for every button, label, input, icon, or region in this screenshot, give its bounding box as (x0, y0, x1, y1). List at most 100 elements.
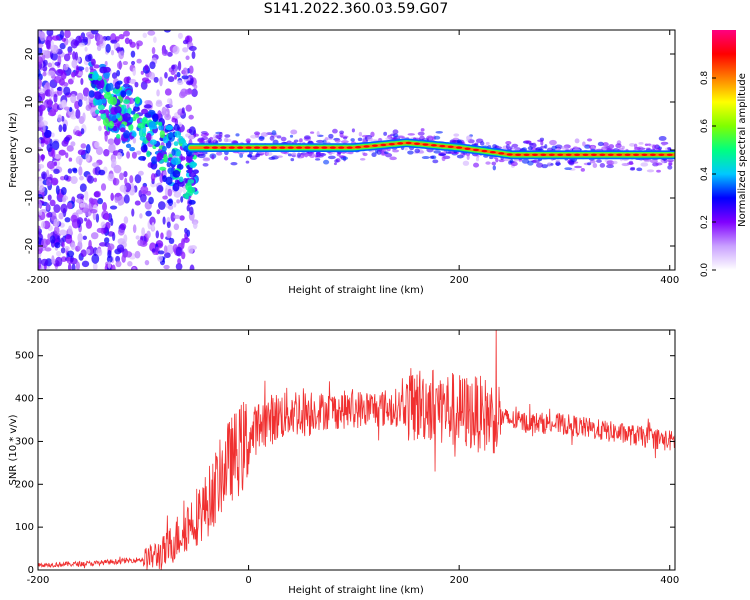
spectrogram-peak (279, 146, 286, 149)
spectrogram-cell (133, 105, 140, 112)
spectrogram-peak (523, 153, 530, 156)
spectrogram-cell (191, 51, 196, 60)
spectrogram-cell (122, 112, 131, 122)
spectrogram-cell (86, 218, 91, 226)
spectrogram-cell (156, 153, 161, 162)
spectrogram-cell (144, 260, 150, 266)
spectrogram-cell (38, 194, 43, 199)
spectrogram-cell (316, 139, 324, 144)
spectrogram-cell (120, 90, 127, 98)
snr-background (38, 330, 675, 570)
spectrogram-cell (187, 245, 194, 254)
spectrogram-cell (249, 155, 258, 161)
x-tick-label: -200 (27, 575, 50, 586)
spectrogram-cell (61, 241, 65, 248)
spectrogram-cell (67, 225, 73, 236)
spectrogram-cell (104, 213, 110, 221)
spectrogram-cell (38, 95, 43, 103)
spectrogram-cell (502, 158, 510, 162)
spectrogram-peak (422, 143, 429, 146)
spectrogram-cell (103, 149, 110, 157)
spectrogram-cell (640, 162, 649, 167)
spectrogram-cell (151, 156, 158, 165)
spectrogram-cell (118, 34, 125, 40)
spectrogram-cell (63, 246, 70, 251)
spectrogram-cell (53, 218, 60, 228)
spectrogram-cell (59, 30, 65, 40)
spectrogram-cell (606, 160, 615, 166)
colorbar-label: Normalized spectral amplitude (737, 73, 748, 227)
spectrogram-cell (152, 113, 159, 123)
spectrogram-cell (156, 184, 164, 193)
spectrogram-cell (532, 159, 540, 164)
spectrogram-cell (151, 47, 156, 55)
spectrogram-cell (146, 150, 151, 158)
spectrogram-cell (76, 92, 84, 102)
spectrogram-cell (38, 43, 44, 48)
spectrogram-cell (94, 91, 102, 100)
spectrogram-peak (329, 146, 336, 149)
spectrogram-cell (83, 95, 88, 101)
spectrogram-cell (134, 96, 141, 105)
spectrogram-cell (50, 40, 55, 51)
spectrogram-cell (114, 105, 122, 115)
spectrogram-cell (85, 66, 89, 73)
spectrogram-cell (52, 140, 60, 151)
spectrogram-cell (383, 151, 389, 154)
spectrogram-cell (182, 39, 189, 45)
spectrogram-cell (38, 225, 41, 231)
spectrogram-cell (188, 199, 196, 205)
spectrogram-cell (38, 236, 42, 246)
spectrogram-cell (78, 99, 83, 107)
spectrogram-cell (54, 75, 62, 84)
figure-title: S141.2022.360.03.59.G07 (263, 1, 449, 17)
spectrogram-cell (185, 154, 193, 164)
spectrogram-cell (136, 150, 142, 155)
spectrogram-peak (254, 146, 261, 149)
spectrogram-cell (55, 256, 63, 267)
spectrogram-cell (536, 162, 544, 168)
spectrogram-cell (131, 151, 137, 159)
spectrogram-cell (91, 253, 100, 264)
spectrogram-cell (247, 154, 252, 158)
spectrogram-cell (75, 130, 82, 137)
spectrogram-cell (255, 153, 261, 158)
spectrogram-cell (105, 35, 111, 41)
spectrogram-cell (512, 147, 521, 151)
spectrogram-cell (59, 229, 67, 236)
spectrogram-peak (380, 143, 387, 147)
spectrogram-cell (70, 214, 78, 223)
spectrogram-cell (564, 167, 573, 171)
spectrogram-cell (116, 112, 121, 119)
spectrogram-cell (79, 183, 87, 192)
spectrogram-cell (432, 159, 439, 164)
spectrogram-cell (63, 174, 69, 181)
spectrogram-cell (91, 73, 99, 80)
spectrogram-peak (624, 153, 631, 156)
spectrogram-cell (47, 194, 52, 201)
spectrogram-cell (157, 255, 163, 262)
spectrogram-cell (334, 159, 339, 163)
spectrogram-cell (95, 213, 100, 223)
spectrogram-cell (179, 215, 185, 221)
spectrogram-cell (191, 88, 198, 98)
spectrogram-cell (52, 103, 57, 110)
spectrogram-cell (38, 120, 45, 128)
spectrogram-cell (65, 152, 69, 159)
spectrogram-cell (599, 163, 606, 168)
spectrogram-peak (641, 153, 648, 156)
spectrogram-cell (638, 142, 644, 145)
spectrogram-cell (103, 66, 111, 73)
x-tick-label: 0 (245, 275, 251, 286)
spectrogram-cell (70, 71, 76, 78)
spectrogram-cell (667, 159, 674, 163)
spectrogram-peak (574, 153, 581, 156)
y-tick-label: 0 (28, 565, 34, 576)
spectrogram-cell (167, 167, 175, 175)
spectrogram-cell (59, 42, 66, 50)
spectrogram-cell (175, 262, 183, 270)
spectrogram-cell (433, 135, 441, 140)
spectrogram-cell (164, 72, 168, 79)
spectrogram-cell (61, 37, 67, 42)
